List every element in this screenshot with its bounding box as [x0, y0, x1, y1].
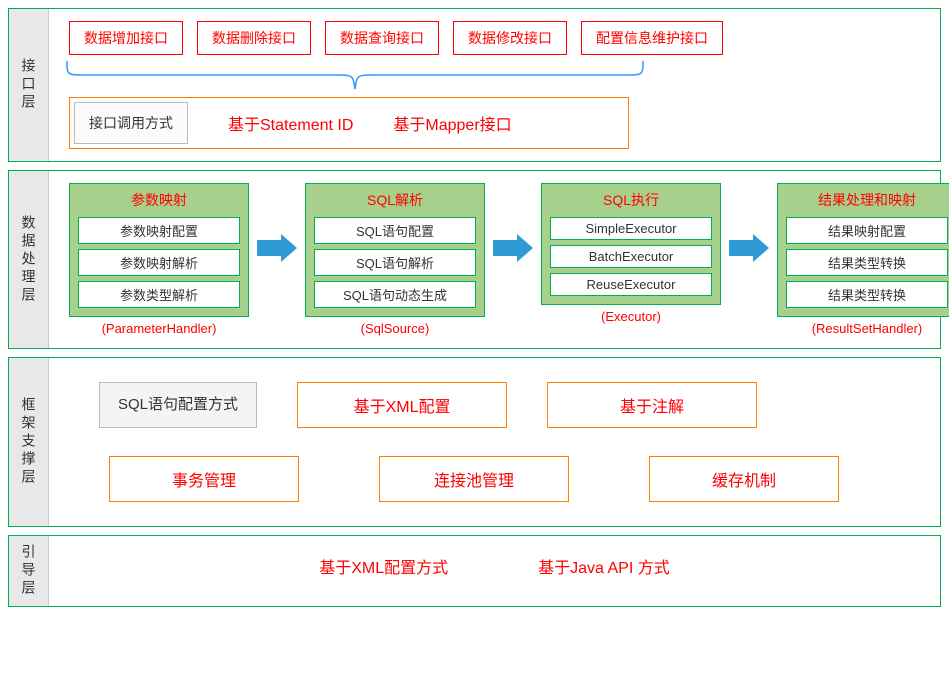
layer2-body: 参数映射 参数映射配置 参数映射解析 参数类型解析 (ParameterHand…	[49, 171, 949, 348]
proc-col-0: 参数映射 参数映射配置 参数映射解析 参数类型解析 (ParameterHand…	[69, 183, 249, 336]
mgmt-cache: 缓存机制	[649, 456, 839, 502]
proc-item-1-1: SQL语句解析	[314, 249, 476, 276]
config-row: SQL语句配置方式 基于XML配置 基于注解	[99, 382, 890, 428]
call-label: 接口调用方式	[74, 102, 188, 144]
layer4-body: 基于XML配置方式 基于Java API 方式	[49, 536, 940, 606]
arrow-2	[729, 183, 769, 313]
proc-caption-0: (ParameterHandler)	[69, 321, 249, 336]
layer-support: 框架支撑层 SQL语句配置方式 基于XML配置 基于注解 事务管理 连接池管理 …	[8, 357, 941, 527]
proc-caption-3: (ResultSetHandler)	[777, 321, 949, 336]
mgmt-row: 事务管理 连接池管理 缓存机制	[99, 456, 890, 502]
layer-label-interface: 接口层	[9, 9, 49, 161]
config-opt-xml: 基于XML配置	[297, 382, 507, 428]
proc-item-0-0: 参数映射配置	[78, 217, 240, 244]
proc-row: 参数映射 参数映射配置 参数映射解析 参数类型解析 (ParameterHand…	[69, 183, 949, 336]
proc-box-sqlparse: SQL解析 SQL语句配置 SQL语句解析 SQL语句动态生成	[305, 183, 485, 317]
brace-icon	[65, 59, 645, 93]
layer-processing: 数据处理层 参数映射 参数映射配置 参数映射解析 参数类型解析 (Paramet…	[8, 170, 941, 349]
proc-item-2-2: ReuseExecutor	[550, 273, 712, 296]
proc-item-1-2: SQL语句动态生成	[314, 281, 476, 308]
arrow-right-icon	[493, 234, 533, 262]
proc-title-0: 参数映射	[78, 190, 240, 212]
arrow-right-icon	[729, 234, 769, 262]
intf-delete: 数据删除接口	[197, 21, 311, 55]
layer1-body: 数据增加接口 数据删除接口 数据查询接口 数据修改接口 配置信息维护接口 接口调…	[49, 9, 940, 161]
layer-interface: 接口层 数据增加接口 数据删除接口 数据查询接口 数据修改接口 配置信息维护接口…	[8, 8, 941, 162]
intf-add: 数据增加接口	[69, 21, 183, 55]
layer-label-processing: 数据处理层	[9, 171, 49, 348]
call-method-stmt: 基于Statement ID	[228, 111, 353, 135]
proc-item-3-1: 结果类型转换	[786, 249, 948, 276]
proc-col-3: 结果处理和映射 结果映射配置 结果类型转换 结果类型转换 (ResultSetH…	[777, 183, 949, 336]
layer3-body: SQL语句配置方式 基于XML配置 基于注解 事务管理 连接池管理 缓存机制	[49, 358, 940, 526]
proc-caption-1: (SqlSource)	[305, 321, 485, 336]
proc-item-0-1: 参数映射解析	[78, 249, 240, 276]
intf-query: 数据查询接口	[325, 21, 439, 55]
proc-item-1-0: SQL语句配置	[314, 217, 476, 244]
proc-col-2: SQL执行 SimpleExecutor BatchExecutor Reuse…	[541, 183, 721, 324]
proc-item-2-0: SimpleExecutor	[550, 217, 712, 240]
layer-bootstrap: 引导层 基于XML配置方式 基于Java API 方式	[8, 535, 941, 607]
layer-label-bootstrap: 引导层	[9, 536, 49, 606]
config-label: SQL语句配置方式	[99, 382, 257, 428]
arrow-0	[257, 183, 297, 313]
call-method-mapper: 基于Mapper接口	[393, 111, 511, 135]
proc-box-sqlexec: SQL执行 SimpleExecutor BatchExecutor Reuse…	[541, 183, 721, 305]
boot-xml: 基于XML配置方式	[319, 554, 448, 578]
call-row: 接口调用方式 基于Statement ID 基于Mapper接口	[69, 97, 629, 149]
config-opt-anno: 基于注解	[547, 382, 757, 428]
arrow-right-icon	[257, 234, 297, 262]
proc-box-param: 参数映射 参数映射配置 参数映射解析 参数类型解析	[69, 183, 249, 317]
brace-wrap	[69, 59, 920, 93]
arrow-1	[493, 183, 533, 313]
intf-update: 数据修改接口	[453, 21, 567, 55]
proc-title-1: SQL解析	[314, 190, 476, 212]
proc-col-1: SQL解析 SQL语句配置 SQL语句解析 SQL语句动态生成 (SqlSour…	[305, 183, 485, 336]
proc-title-3: 结果处理和映射	[786, 190, 948, 212]
proc-item-2-1: BatchExecutor	[550, 245, 712, 268]
proc-box-result: 结果处理和映射 结果映射配置 结果类型转换 结果类型转换	[777, 183, 949, 317]
boot-api: 基于Java API 方式	[538, 554, 670, 578]
boot-row: 基于XML配置方式 基于Java API 方式	[69, 548, 920, 584]
proc-item-0-2: 参数类型解析	[78, 281, 240, 308]
proc-item-3-0: 结果映射配置	[786, 217, 948, 244]
mgmt-pool: 连接池管理	[379, 456, 569, 502]
proc-title-2: SQL执行	[550, 190, 712, 212]
proc-item-3-2: 结果类型转换	[786, 281, 948, 308]
proc-caption-2: (Executor)	[541, 309, 721, 324]
interface-row: 数据增加接口 数据删除接口 数据查询接口 数据修改接口 配置信息维护接口	[69, 21, 920, 55]
intf-config: 配置信息维护接口	[581, 21, 723, 55]
layer-label-support: 框架支撑层	[9, 358, 49, 526]
mgmt-tx: 事务管理	[109, 456, 299, 502]
